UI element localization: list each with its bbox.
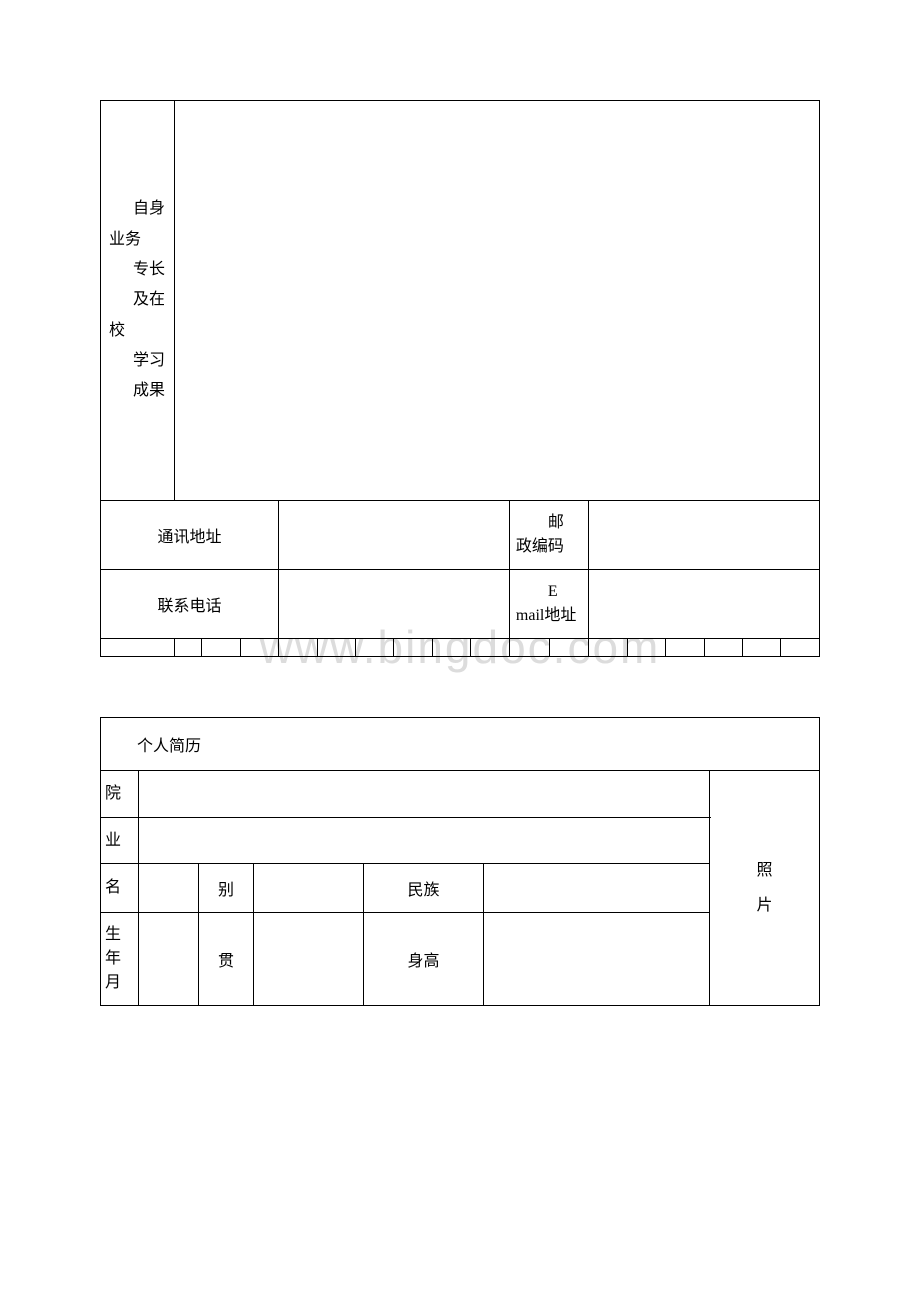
email-value[interactable] (589, 570, 820, 639)
postcode-label-indent: 邮 (516, 511, 582, 535)
height-value[interactable] (484, 913, 710, 1006)
origin-label: 贯 (199, 913, 254, 1006)
specialty-line-4: 学习 (109, 346, 166, 376)
email-label-indent: E (516, 580, 582, 604)
origin-value[interactable] (254, 913, 364, 1006)
gender-value[interactable] (254, 864, 364, 913)
name-label: 名 (101, 864, 139, 913)
height-label: 身高 (364, 913, 484, 1006)
major-value[interactable] (139, 817, 710, 864)
photo-label-1: 照 (714, 853, 815, 888)
ethnicity-value[interactable] (484, 864, 710, 913)
email-label: E mail地址 (509, 570, 588, 639)
photo-cell[interactable]: 照 片 (710, 771, 820, 1006)
birth-value[interactable] (139, 913, 199, 1006)
resume-table: 个人简历 院 照 片 业 名 别 民族 生年月 贯 身高 (100, 717, 820, 1006)
specialty-line-2: 专长 (109, 255, 166, 285)
school-label: 院 (101, 771, 139, 818)
specialty-line-3: 及在校 (109, 285, 166, 346)
address-value[interactable] (279, 501, 510, 570)
specialty-line-5: 成果 (109, 376, 166, 406)
phone-label: 联系电话 (101, 570, 279, 639)
specialty-label-cell: 自身业务 专长 及在校 学习 成果 (101, 101, 175, 501)
email-label-rest: mail地址 (516, 607, 576, 624)
specialty-value-cell[interactable] (175, 101, 820, 501)
major-label: 业 (101, 817, 139, 864)
postcode-label: 邮 政编码 (509, 501, 588, 570)
divider-row (101, 639, 820, 657)
birth-label: 生年月 (101, 913, 139, 1006)
postcode-value[interactable] (589, 501, 820, 570)
address-label: 通讯地址 (101, 501, 279, 570)
postcode-label-rest: 政编码 (516, 538, 564, 555)
skills-contact-table: 自身业务 专长 及在校 学习 成果 通讯地址 邮 政编码 联系电话 E mail… (100, 100, 820, 657)
resume-title: 个人简历 (101, 718, 820, 771)
name-value[interactable] (139, 864, 199, 913)
photo-label-2: 片 (714, 888, 815, 923)
ethnicity-label: 民族 (364, 864, 484, 913)
gender-label: 别 (199, 864, 254, 913)
school-value[interactable] (139, 771, 710, 818)
phone-value[interactable] (279, 570, 510, 639)
specialty-line-1: 自身业务 (109, 194, 166, 255)
